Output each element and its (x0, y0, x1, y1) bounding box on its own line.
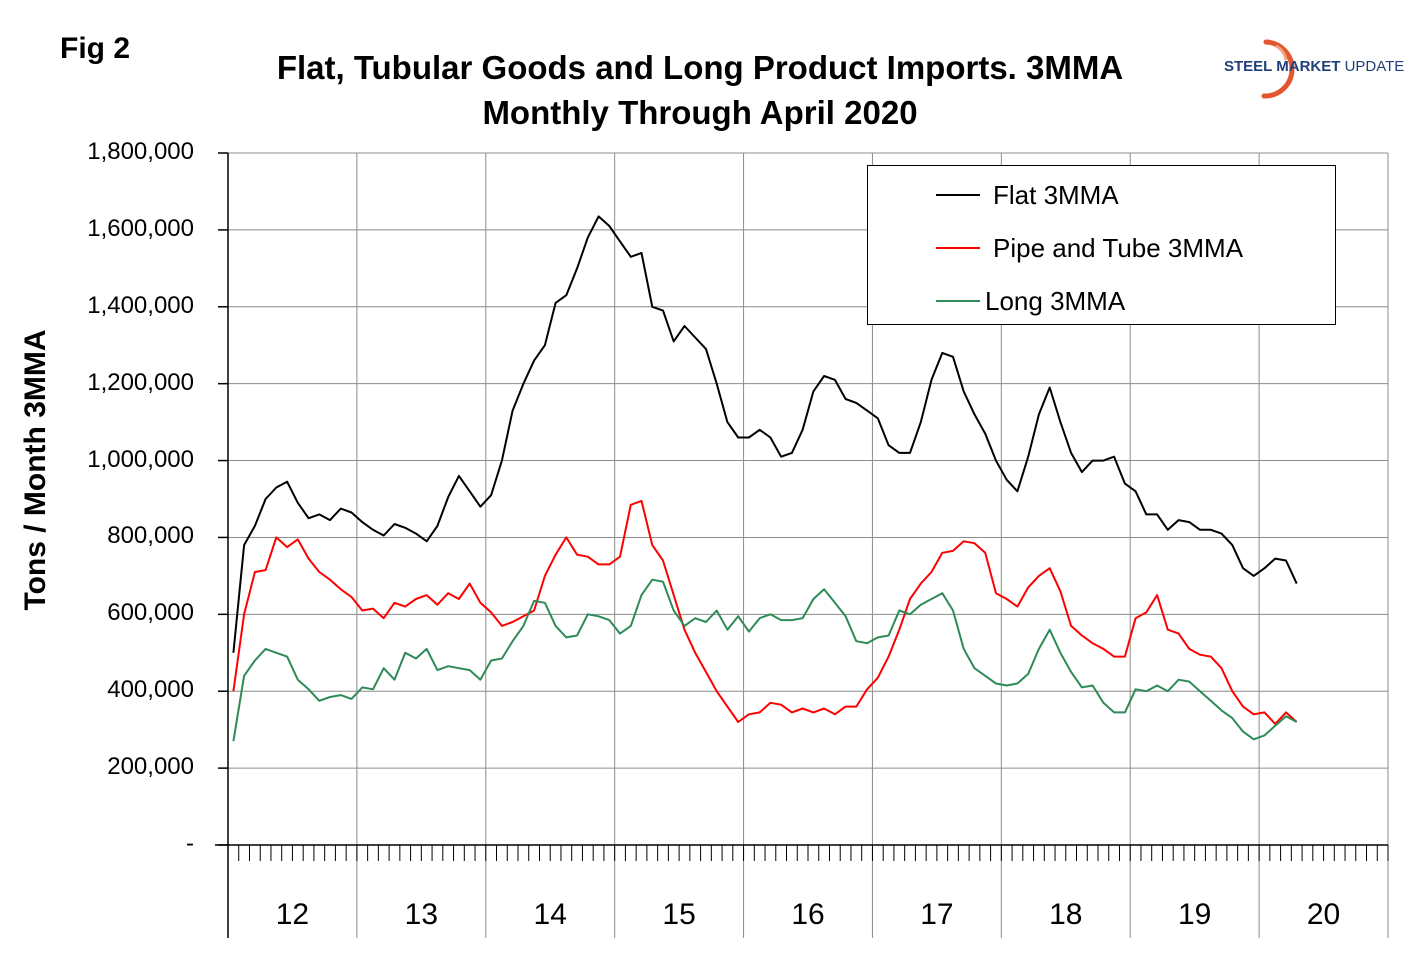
legend-label-long: Long 3MMA (985, 286, 1126, 316)
y-tick-label: 1,400,000 (87, 291, 194, 319)
legend-swatch-long (936, 300, 980, 302)
logo-arc-icon (1261, 39, 1295, 99)
logo-text-bold: STEEL MARKET (1224, 58, 1341, 75)
steel-market-update-logo: STEEL MARKET UPDATE (1218, 36, 1404, 102)
y-tick-label: 1,600,000 (87, 214, 194, 242)
x-tick-label: 18 (1049, 898, 1083, 931)
y-tick-label: 200,000 (107, 753, 194, 781)
series-line-flat-3mma (232, 215, 1298, 653)
x-tick-label: 20 (1306, 898, 1341, 931)
legend: Flat 3MMA Pipe and Tube 3MMA Long 3MMA (867, 165, 1336, 325)
legend-swatch-pipe-and-tube (936, 247, 980, 249)
logo-text: STEEL MARKET UPDATE (1224, 58, 1404, 75)
x-tick-label: 13 (404, 898, 439, 931)
x-tick-label: 16 (791, 898, 825, 931)
x-tick-label: 12 (275, 898, 310, 931)
chart-title-line-1: Flat, Tubular Goods and Long Product Imp… (276, 49, 1124, 86)
logo-text-light: UPDATE (1340, 58, 1405, 75)
y-tick-label: 600,000 (107, 599, 194, 627)
y-tick-label: 400,000 (107, 676, 194, 704)
legend-label-pipe-and-tube: Pipe and Tube 3MMA (993, 233, 1244, 263)
legend-label-flat: Flat 3MMA (993, 180, 1119, 210)
y-tick-label: 1,800,000 (87, 138, 194, 165)
x-tick-label: 19 (1177, 898, 1212, 931)
series-line-long-3mma (232, 578, 1298, 742)
y-tick-label: 1,000,000 (87, 445, 194, 473)
y-tick-label: 1,200,000 (87, 368, 194, 396)
x-tick-label: 17 (920, 898, 954, 931)
x-tick-label: 15 (662, 898, 696, 931)
chart-title-line-2: Monthly Through April 2020 (482, 94, 918, 131)
y-tick-label: - (186, 830, 194, 857)
y-tick-label: 800,000 (107, 522, 194, 550)
series-line-pipe-and-tube-3mma (232, 499, 1298, 725)
legend-swatch-flat (936, 194, 980, 196)
figure-label: Fig 2 (60, 32, 131, 65)
x-tick-label: 14 (533, 898, 567, 931)
